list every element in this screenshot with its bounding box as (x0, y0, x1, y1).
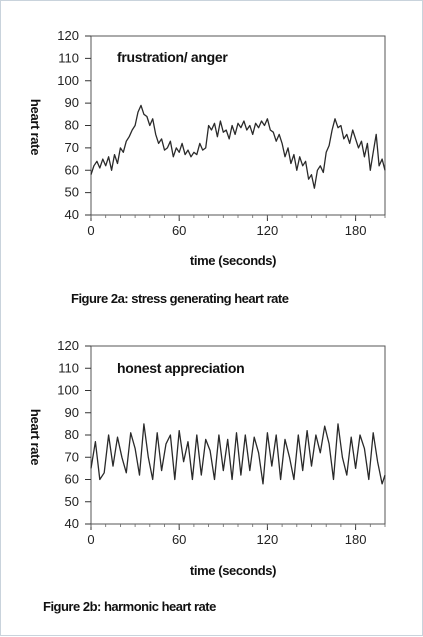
chart-2a-x-tick-label: 60 (172, 223, 186, 238)
chart-2b-series-line (90, 423, 386, 485)
chart-2b-y-tick-label: 60 (65, 472, 79, 487)
chart-2b-y-tick-label: 110 (58, 360, 79, 375)
chart-2b-y-tick-label: 40 (65, 516, 79, 531)
figure-2a-caption: Figure 2a: stress generating heart rate (71, 291, 289, 306)
chart-2b-y-tick-label: 50 (65, 494, 79, 509)
chart-2a-y-tick-label: 100 (57, 73, 79, 88)
chart-2a-y-tick-label: 40 (65, 207, 79, 222)
chart-2b-plot-frame (90, 345, 386, 525)
chart-2a-y-tick-label: 70 (65, 140, 79, 155)
chart-2b-y-tick-label: 80 (65, 427, 79, 442)
chart-2a-x-tick-label: 0 (87, 223, 94, 238)
chart-2a-x-axis-label: time (seconds) (190, 253, 276, 268)
chart-2b-x-tick-label: 120 (257, 532, 279, 547)
chart-2b-y-tick-label: 70 (65, 449, 79, 464)
chart-2a-y-tick-label: 90 (65, 95, 79, 110)
chart-2a-series-line (90, 104, 386, 189)
chart-2a-x-tick-label: 120 (257, 223, 279, 238)
chart-2a-y-tick-label: 80 (65, 118, 79, 133)
figure-2b-caption: Figure 2b: harmonic heart rate (43, 599, 216, 614)
chart-2b-x-tick-label: 0 (87, 532, 94, 547)
chart-2a-y-tick-label: 60 (65, 162, 79, 177)
chart-2a-annotation: frustration/ anger (117, 49, 228, 65)
chart-2b: 120 110 100 90 80 70 60 50 40 0 60 120 180 honest app… (28, 338, 386, 578)
chart-2a-x-tick-label: 180 (345, 223, 367, 238)
chart-2b-y-tick-label: 90 (65, 405, 79, 420)
chart-2a-y-tick-label: 120 (57, 28, 79, 43)
chart-2b-y-axis-label: heart rate (28, 409, 43, 465)
chart-2b-x-axis-label: time (seconds) (190, 563, 276, 578)
chart-2a-y-tick-label: 50 (65, 185, 79, 200)
chart-2b-x-tick-label: 60 (172, 532, 186, 547)
chart-2a-y-axis-label: heart rate (28, 99, 43, 155)
chart-2a: 120 110 100 90 80 70 60 50 40 0 60 120 180 frustratio… (28, 28, 386, 268)
chart-2b-x-tick-label: 180 (345, 532, 367, 547)
chart-2a-y-tick-label: 110 (58, 50, 79, 65)
chart-2b-annotation: honest appreciation (117, 360, 244, 376)
chart-2b-y-tick-label: 120 (57, 338, 79, 353)
chart-2b-y-tick-label: 100 (57, 383, 79, 398)
